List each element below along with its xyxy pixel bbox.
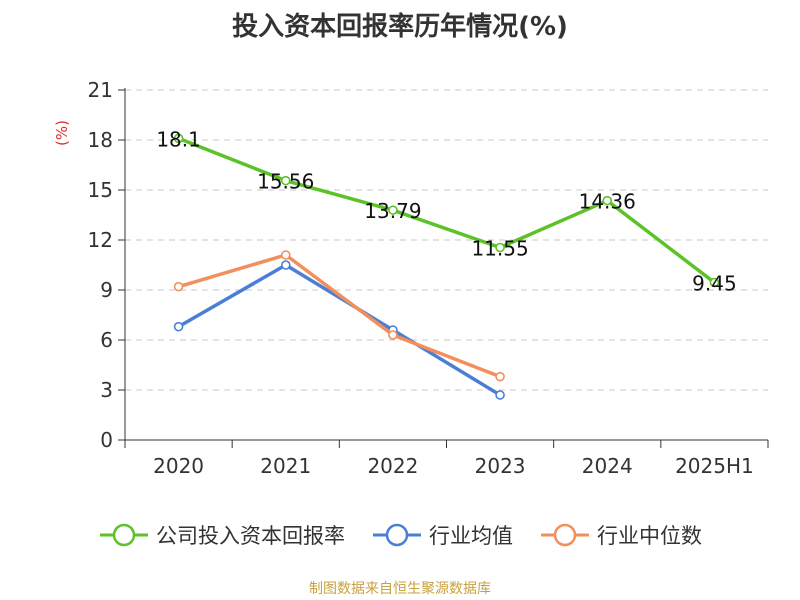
legend-line-circle-icon — [541, 523, 589, 547]
data-point — [388, 330, 398, 340]
y-tick-label: 6 — [100, 328, 113, 352]
data-point — [173, 133, 184, 144]
data-source-note: 制图数据来自恒生聚源数据库 — [309, 581, 491, 597]
x-tick-label: 2023 — [475, 454, 526, 478]
chart-title: 投入资本回报率历年情况(%) — [232, 12, 568, 42]
y-tick-label: 18 — [88, 128, 113, 152]
series-line-1 — [177, 136, 716, 284]
data-label: 11.55 — [471, 237, 528, 261]
y-tick-label: 12 — [88, 228, 113, 252]
y-tick-label: 15 — [88, 178, 113, 202]
x-tick-label: 2025H1 — [675, 454, 754, 478]
data-point — [280, 175, 291, 186]
y-tick-label: 3 — [100, 378, 113, 402]
legend-item-1[interactable]: 公司投入资本回报率 — [98, 520, 345, 550]
data-point — [495, 242, 505, 253]
series-line-3 — [178, 253, 501, 379]
legend-label: 公司投入资本回报率 — [156, 524, 345, 548]
data-point — [173, 321, 184, 332]
x-tick-label: 2021 — [260, 454, 311, 478]
data-point — [602, 195, 613, 206]
data-point — [280, 250, 291, 260]
data-point — [495, 390, 505, 400]
legend-item-3[interactable]: 行业中位数 — [539, 520, 702, 550]
data-point — [280, 260, 291, 270]
legend-line-circle-icon — [373, 523, 421, 547]
x-tick-label: 2024 — [582, 454, 633, 478]
y-tick-label: 21 — [88, 78, 113, 102]
data-label: 13.79 — [364, 199, 421, 223]
x-tick-label: 2022 — [367, 454, 418, 478]
chart-legend: 公司投入资本回报率 行业均值 行业中位数 — [0, 520, 800, 550]
y-tick-label: 0 — [100, 428, 113, 452]
legend-label: 行业中位数 — [597, 524, 702, 548]
data-point — [495, 371, 505, 382]
data-label: 15.56 — [257, 170, 314, 194]
data-label: 18.1 — [156, 127, 201, 151]
y-tick-label: 9 — [100, 278, 113, 302]
legend-item-2[interactable]: 行业均值 — [371, 520, 513, 550]
data-point — [388, 205, 398, 215]
x-tick-label: 2020 — [153, 454, 204, 478]
data-label: 9.45 — [692, 272, 737, 296]
data-label: 14.36 — [579, 190, 636, 214]
legend-label: 行业均值 — [429, 524, 513, 548]
series-line-2 — [177, 263, 501, 397]
data-point — [709, 277, 720, 288]
legend-line-circle-icon — [100, 523, 148, 547]
data-point — [173, 281, 184, 292]
